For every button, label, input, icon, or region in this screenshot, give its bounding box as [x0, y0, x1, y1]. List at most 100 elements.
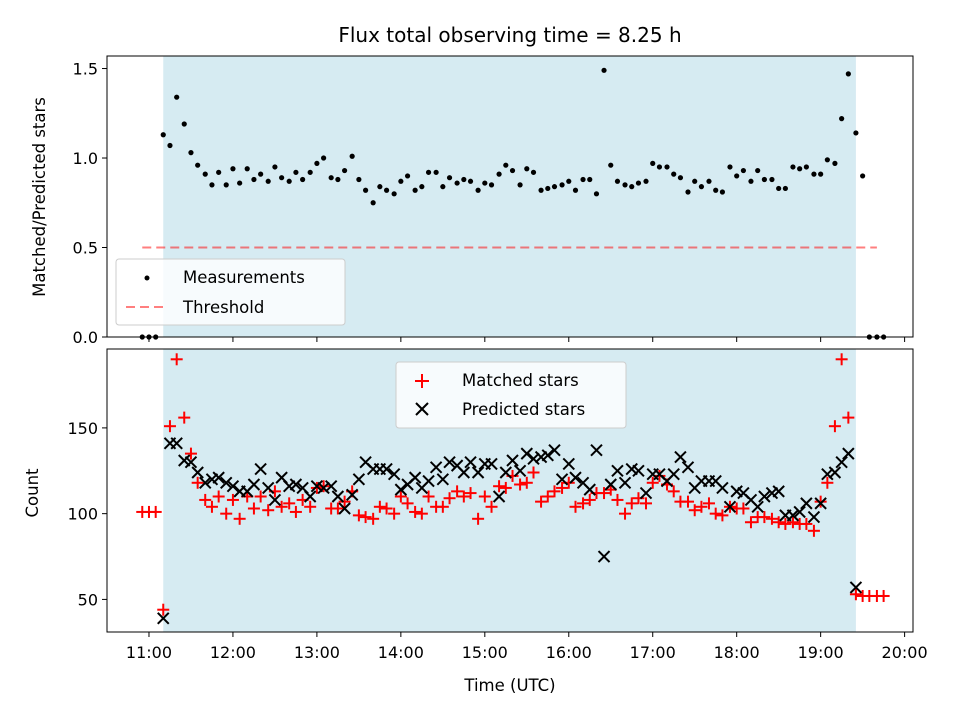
matched-star-point — [556, 481, 569, 494]
matched-star-point — [814, 495, 827, 508]
matched-star-point — [499, 481, 512, 494]
matched-star-point — [646, 476, 659, 489]
matched-star-point — [611, 493, 624, 506]
measurement-point — [601, 67, 607, 73]
predicted-star-point — [835, 455, 848, 469]
matched-star-point — [247, 502, 260, 515]
measurement-point — [391, 191, 397, 197]
bottom-x-tick-label: 20:00 — [882, 643, 928, 662]
bottom-legend-box — [395, 361, 627, 429]
matched-star-point — [640, 497, 653, 510]
predicted-star-point — [492, 490, 506, 503]
measurement-point — [580, 176, 586, 183]
measurement-point — [265, 178, 271, 184]
legend-predicted-label: Predicted stars — [462, 400, 585, 419]
matched-star-point — [821, 476, 834, 489]
measurement-point — [167, 142, 173, 149]
measurement-point — [482, 180, 488, 186]
matched-star-point — [436, 500, 449, 513]
matched-star-point — [709, 507, 722, 520]
measurement-point — [671, 171, 677, 177]
matched-star-point — [842, 411, 855, 424]
predicted-star-point — [254, 462, 267, 476]
predicted-star-point — [289, 478, 303, 491]
predicted-star-point — [317, 481, 330, 495]
predicted-star-point — [632, 464, 645, 477]
measurement-point — [202, 171, 208, 177]
measurement-point — [782, 185, 788, 192]
matched-star-point — [254, 490, 267, 503]
measurement-point — [629, 184, 635, 190]
matched-star-point — [233, 512, 246, 525]
predicted-star-point — [590, 443, 603, 457]
matched-star-point — [472, 512, 485, 525]
measurement-point — [496, 171, 502, 177]
measurement-point — [237, 180, 243, 186]
measurement-point — [790, 164, 796, 170]
matched-star-point — [220, 507, 233, 520]
matched-star-point — [786, 516, 799, 529]
measurement-point — [419, 184, 425, 190]
predicted-star-point — [506, 454, 519, 467]
matched-star-point — [317, 480, 330, 493]
matched-star-point — [415, 507, 428, 520]
matched-star-point — [619, 507, 632, 520]
matched-star-point — [514, 478, 527, 491]
measurement-point — [551, 184, 558, 190]
measurement-point — [174, 94, 180, 100]
measurement-point — [853, 130, 859, 136]
measurement-point — [566, 178, 572, 184]
matched-star-point — [304, 500, 317, 513]
measurement-point — [467, 178, 474, 184]
measurement-point — [362, 187, 369, 193]
predicted-star-point — [513, 464, 527, 477]
measurement-point — [475, 187, 481, 193]
top-y-tick-label: 1.0 — [73, 149, 98, 168]
predicted-star-point — [226, 480, 240, 493]
measurement-point — [692, 178, 698, 184]
matched-star-point — [178, 411, 191, 424]
matched-star-point — [800, 517, 813, 530]
predicted-star-point — [331, 490, 345, 503]
measurement-point — [839, 116, 845, 122]
bottom-axes-frame — [106, 348, 914, 633]
measurement-point — [488, 182, 495, 188]
matched-star-point — [262, 504, 275, 517]
bottom-legend: Matched stars Predicted stars — [395, 361, 627, 429]
matched-star-point — [289, 505, 302, 518]
bottom-x-tick-label: 19:00 — [798, 643, 844, 662]
measurement-point — [755, 167, 761, 174]
matched-star-point — [681, 495, 694, 508]
measurement-point — [349, 153, 355, 159]
measurement-point — [223, 182, 229, 188]
predicted-star-point — [471, 466, 485, 479]
bottom-x-tick-label: 18:00 — [714, 643, 760, 662]
measurement-point — [342, 167, 348, 174]
predicted-star-point — [807, 510, 821, 524]
matched-star-point — [275, 500, 288, 513]
legend-matched-label: Matched stars — [462, 371, 579, 390]
measurement-point — [446, 175, 453, 181]
predicted-star-point — [569, 471, 582, 484]
legend-matched-marker — [415, 374, 429, 388]
matched-star-point — [310, 481, 323, 494]
matched-star-point — [283, 497, 296, 510]
matched-star-point — [205, 500, 218, 513]
measurement-point — [517, 182, 523, 188]
measurement-point — [412, 187, 418, 193]
predicted-star-point — [681, 461, 695, 474]
measurement-point — [300, 176, 306, 183]
matched-star-points — [136, 353, 890, 616]
predicted-star-point — [758, 490, 771, 503]
matched-star-point — [716, 509, 729, 522]
predicted-star-point — [324, 480, 338, 493]
predicted-star-point — [562, 457, 575, 471]
matched-star-point — [535, 495, 548, 508]
measurement-point — [509, 167, 516, 174]
predicted-star-point — [464, 455, 477, 469]
matched-star-point — [478, 490, 491, 503]
measurement-point — [719, 189, 726, 195]
matched-star-point — [779, 517, 792, 530]
